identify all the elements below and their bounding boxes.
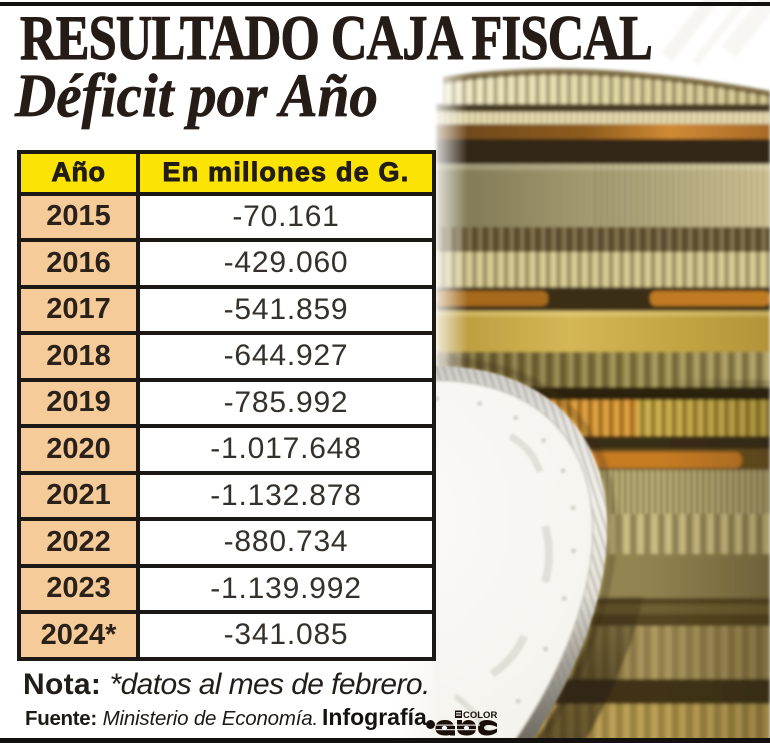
svg-text:COLOR: COLOR [463, 710, 497, 721]
